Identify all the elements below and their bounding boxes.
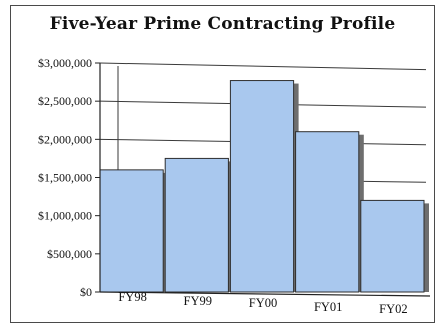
y-tick-label: $2,500,000 bbox=[38, 94, 92, 108]
x-tick-label: FY00 bbox=[249, 296, 277, 310]
x-axis-line bbox=[99, 291, 431, 297]
y-tick-label: $1,500,000 bbox=[38, 171, 92, 185]
chart-title: Five-Year Prime Contracting Profile bbox=[49, 14, 396, 34]
y-tick-label: $3,000,000 bbox=[38, 56, 92, 70]
x-tick-label: FY02 bbox=[379, 302, 407, 316]
y-tick-label: $500,000 bbox=[47, 247, 92, 261]
bar bbox=[295, 131, 360, 293]
y-tick-label: $2,000,000 bbox=[38, 132, 92, 146]
y-tick-label: $1,000,000 bbox=[38, 209, 92, 223]
x-tick-label: FY98 bbox=[118, 290, 146, 304]
x-tick-label: FY01 bbox=[314, 300, 342, 314]
bar bbox=[360, 199, 425, 293]
x-tick-label: FY99 bbox=[184, 294, 212, 308]
bar bbox=[229, 80, 295, 293]
bar bbox=[99, 169, 164, 293]
gridline bbox=[99, 62, 427, 71]
bar bbox=[164, 157, 229, 293]
y-tick-label: $0 bbox=[80, 285, 92, 299]
